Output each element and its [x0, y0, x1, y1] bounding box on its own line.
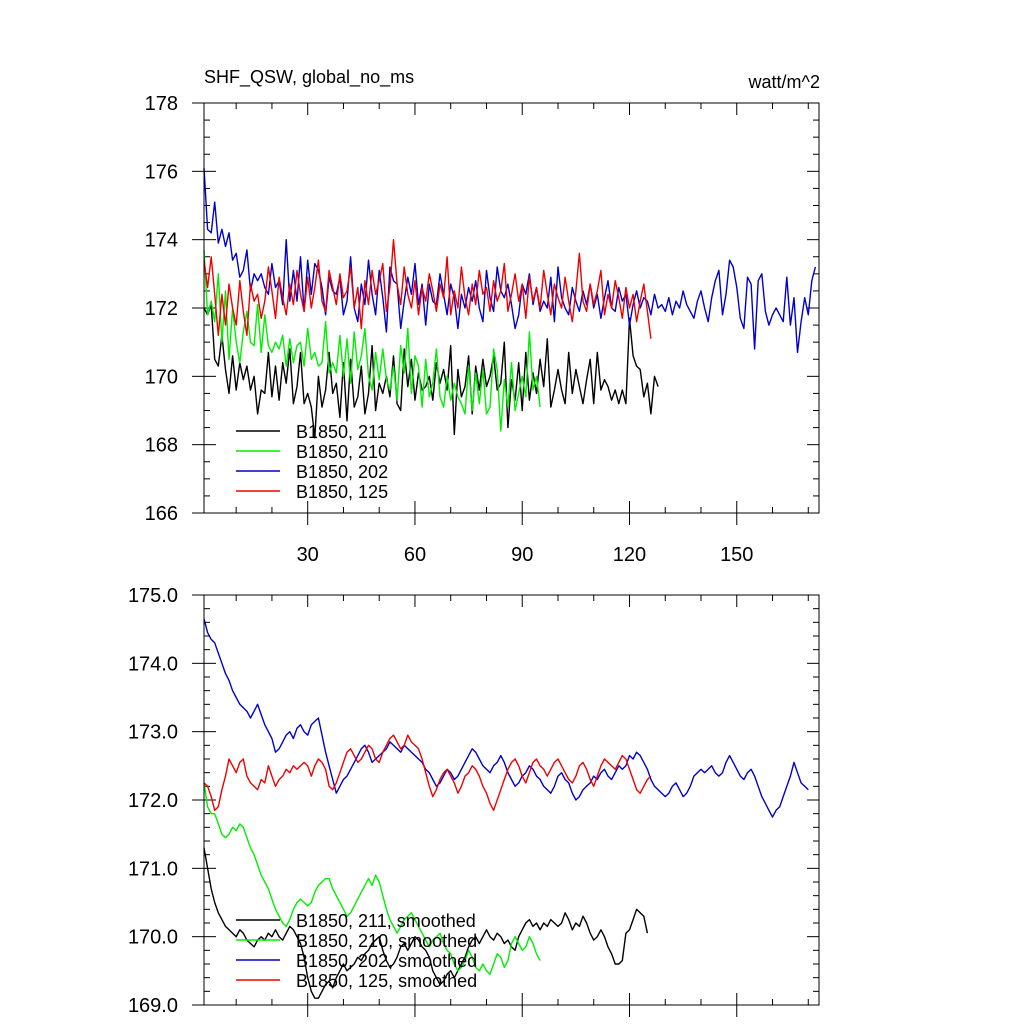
x-tick-label: 90 — [511, 544, 533, 566]
top-chart-panel: SHF_QSW, global_no_ms watt/m^2 166 168 170… — [145, 67, 820, 566]
y-tick-label: 178 — [145, 93, 178, 115]
legend-label: B1850, 210, smoothed — [296, 931, 477, 951]
series-line-2 — [203, 249, 541, 432]
series-line-2 — [203, 782, 541, 975]
series-line-1 — [203, 303, 659, 439]
chart-title: SHF_QSW, global_no_ms — [204, 67, 414, 88]
y-tick-label: 171.0 — [128, 858, 178, 880]
legend-label: B1850, 211, smoothed — [296, 911, 476, 931]
y-tick-label: 176 — [145, 161, 178, 183]
series-line-3 — [203, 167, 817, 354]
series-line-3 — [203, 618, 809, 818]
x-tick-label: 60 — [404, 544, 426, 566]
legend-label: B1850, 211 — [296, 422, 387, 442]
y-tick-label: 169.0 — [128, 995, 178, 1017]
series-line-4 — [203, 734, 652, 811]
legend-label: B1850, 202, smoothed — [296, 951, 477, 971]
series-line-4 — [203, 238, 652, 339]
y-tick-label: 166 — [145, 503, 178, 525]
y-tick-label: 170 — [145, 366, 178, 388]
x-tick-label: 150 — [720, 544, 753, 566]
y-tick-label: 172 — [145, 298, 178, 320]
chart-units-label: watt/m^2 — [748, 72, 820, 92]
y-tick-label: 168 — [145, 435, 178, 457]
y-tick-label: 175.0 — [128, 585, 178, 607]
y-tick-label: 173.0 — [128, 722, 178, 744]
y-tick-label: 170.0 — [128, 927, 178, 949]
bottom-plot-frame — [203, 594, 820, 1006]
y-tick-label: 174 — [145, 230, 178, 252]
top-plot-frame — [203, 102, 820, 514]
x-tick-label: 120 — [613, 544, 646, 566]
x-tick-label: 30 — [297, 544, 319, 566]
y-tick-label: 174.0 — [128, 653, 178, 675]
bottom-chart-panel: 169.0 170.0 171.0 172.0 173.0 174.0 175.0 B185… — [128, 585, 820, 1017]
legend-label: B1850, 125, smoothed — [296, 971, 477, 991]
y-tick-label: 172.0 — [128, 790, 178, 812]
legend-label: B1850, 202 — [296, 462, 388, 482]
legend-label: B1850, 210 — [296, 442, 388, 462]
series-line-1 — [203, 847, 649, 999]
legend-label: B1850, 125 — [296, 482, 388, 502]
